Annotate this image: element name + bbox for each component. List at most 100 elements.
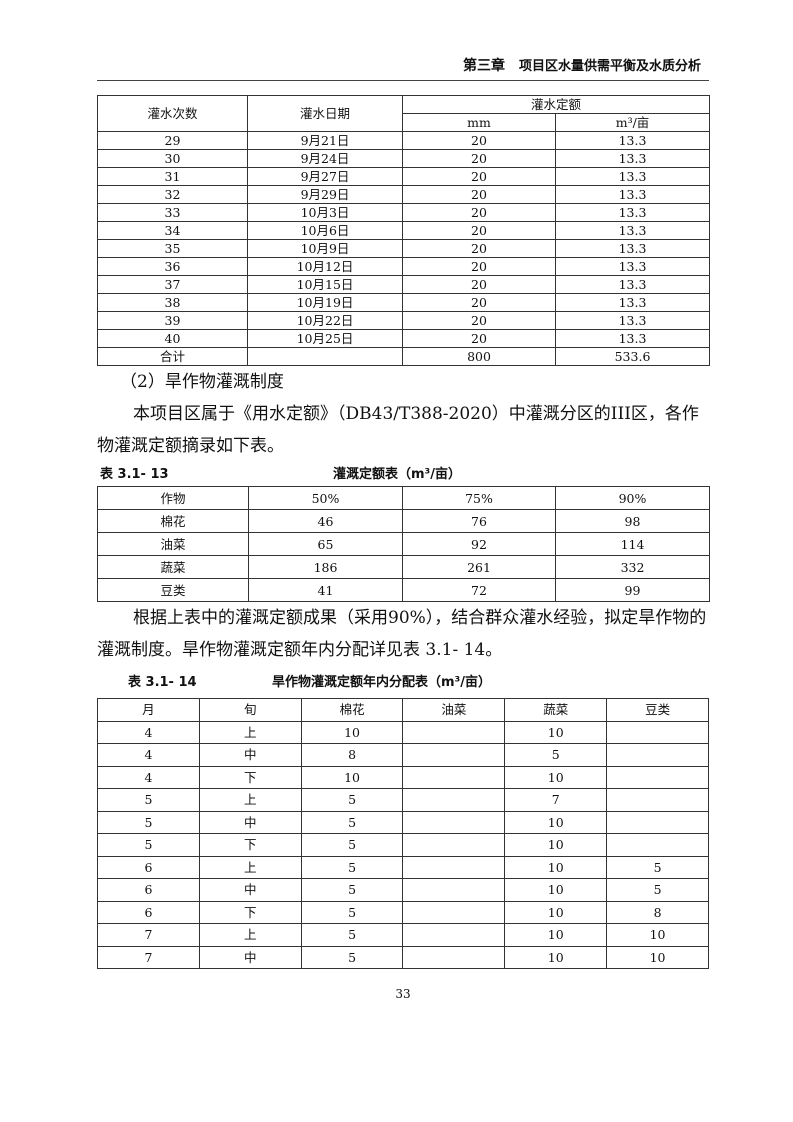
table-cell: 蔬菜 (504, 698, 608, 722)
table-cell: 10月12日 (247, 257, 403, 276)
table-cell: 20 (402, 131, 556, 150)
table-row: 6 中 5 10 5 (97, 878, 709, 902)
table-cell: 20 (402, 275, 556, 294)
table-cell (247, 347, 403, 366)
table-cell: 5 (97, 810, 200, 834)
table-cell: 114 (555, 532, 710, 556)
table-cell: 作物 (97, 486, 249, 510)
table-cell: 50% (248, 486, 403, 510)
table-cell: 20 (402, 239, 556, 258)
table-cell: 10月15日 (247, 275, 403, 294)
table-cell: 9月21日 (247, 131, 403, 150)
table-cell: 10 (504, 765, 608, 789)
table-cell: 35 (97, 239, 248, 258)
table-row: 豆类 41 72 99 (97, 578, 710, 602)
paragraph: 根据上表中的灌溉定额成果（采用90%），结合群众灌水经验，拟定旱作物的灌溉制度。… (97, 608, 707, 660)
table-cell: 41 (248, 578, 403, 602)
table-cell: 10月3日 (247, 203, 403, 222)
table-caption: 表 3.1- 14 旱作物灌溉定额年内分配表（m³/亩） (97, 674, 709, 692)
table-cell: 中 (198, 810, 302, 834)
table-cell: 20 (402, 311, 556, 330)
table-cell: 13.3 (554, 275, 711, 294)
table-row: 30 9月24日 20 13.3 (97, 149, 711, 168)
table-cell: 中 (198, 945, 302, 969)
table-cell (402, 878, 506, 902)
table-row: 4 上 10 10 (97, 720, 709, 744)
table-cell: 38 (97, 293, 248, 312)
table-cell (402, 855, 506, 879)
table-cell (606, 765, 709, 789)
table-row: 33 10月3日 20 13.3 (97, 203, 711, 222)
table-cell: 261 (402, 555, 556, 579)
table-cell: 10 (504, 923, 608, 947)
table-cell (402, 743, 506, 767)
header-cell: 灌水次数 (97, 95, 248, 132)
table-cell: 20 (402, 185, 556, 204)
table-cell: 10月6日 (247, 221, 403, 240)
table-cell: 10 (300, 720, 404, 744)
table-cell: 4 (97, 743, 200, 767)
table-row: 37 10月15日 20 13.3 (97, 275, 711, 294)
table-cell: 5 (97, 788, 200, 812)
table-cell: 5 (606, 878, 709, 902)
table-cell (402, 945, 506, 969)
header-cell: 灌水日期 (247, 95, 403, 132)
table-cell: 65 (248, 532, 403, 556)
table-cell: 4 (97, 720, 200, 744)
table-cell: 5 (300, 945, 404, 969)
table-row: 合计 800 533.6 (97, 347, 711, 366)
table-cell: 13.3 (554, 185, 711, 204)
table-row: 39 10月22日 20 13.3 (97, 311, 711, 330)
table-cell: 8 (300, 743, 404, 767)
table-cell: 10 (504, 855, 608, 879)
table-cell: 6 (97, 878, 200, 902)
chapter-label: 第三章 (462, 58, 505, 74)
table-cell: 13.3 (554, 329, 711, 348)
table-cell (402, 720, 506, 744)
section-heading: （2）旱作物灌溉制度 (120, 372, 284, 392)
table-cell: 20 (402, 167, 556, 186)
table-cell: 下 (198, 765, 302, 789)
table-cell: 月 (97, 698, 200, 722)
table-cell: 油菜 (402, 698, 506, 722)
paragraph: 本项目区属于《用水定额》（DB43/T388-2020）中灌溉分区的III区，各… (97, 404, 699, 456)
table-cell: 30 (97, 149, 248, 168)
table-cell: 32 (97, 185, 248, 204)
header-rule (97, 80, 709, 81)
table-cell: 39 (97, 311, 248, 330)
table-row: 7 上 5 10 10 (97, 923, 709, 947)
table-cell: 6 (97, 855, 200, 879)
table-cell: 99 (555, 578, 710, 602)
table-cell: 油菜 (97, 532, 249, 556)
table-cell: 332 (555, 555, 710, 579)
table-cell: 34 (97, 221, 248, 240)
table-cell: 13.3 (554, 131, 711, 150)
table-cell: 13.3 (554, 239, 711, 258)
table-cell: 中 (198, 878, 302, 902)
table-cell: 上 (198, 855, 302, 879)
table-cell: 5 (300, 878, 404, 902)
table-row: 40 10月25日 20 13.3 (97, 329, 711, 348)
header-cell: m³/亩 (554, 113, 711, 132)
table-cell: 75% (402, 486, 556, 510)
table-cell (606, 833, 709, 857)
table-row: 5 中 5 10 (97, 810, 709, 834)
table-cell: 90% (555, 486, 710, 510)
table-cell: 40 (97, 329, 248, 348)
table-cell: 5 (300, 788, 404, 812)
table-cell: 5 (606, 855, 709, 879)
table-cell (606, 788, 709, 812)
table-row: 5 下 5 10 (97, 833, 709, 857)
table-cell: 46 (248, 509, 403, 533)
running-header: 第三章 项目区水量供需平衡及水质分析 (97, 56, 709, 77)
table-cell: 76 (402, 509, 556, 533)
table-cell: 上 (198, 923, 302, 947)
table-row: 36 10月12日 20 13.3 (97, 257, 711, 276)
table-cell: 5 (300, 833, 404, 857)
table-cell: 20 (402, 203, 556, 222)
table-cell: 5 (504, 743, 608, 767)
table-cell: 9月24日 (247, 149, 403, 168)
table-cell: 20 (402, 293, 556, 312)
table-cell: 7 (504, 788, 608, 812)
